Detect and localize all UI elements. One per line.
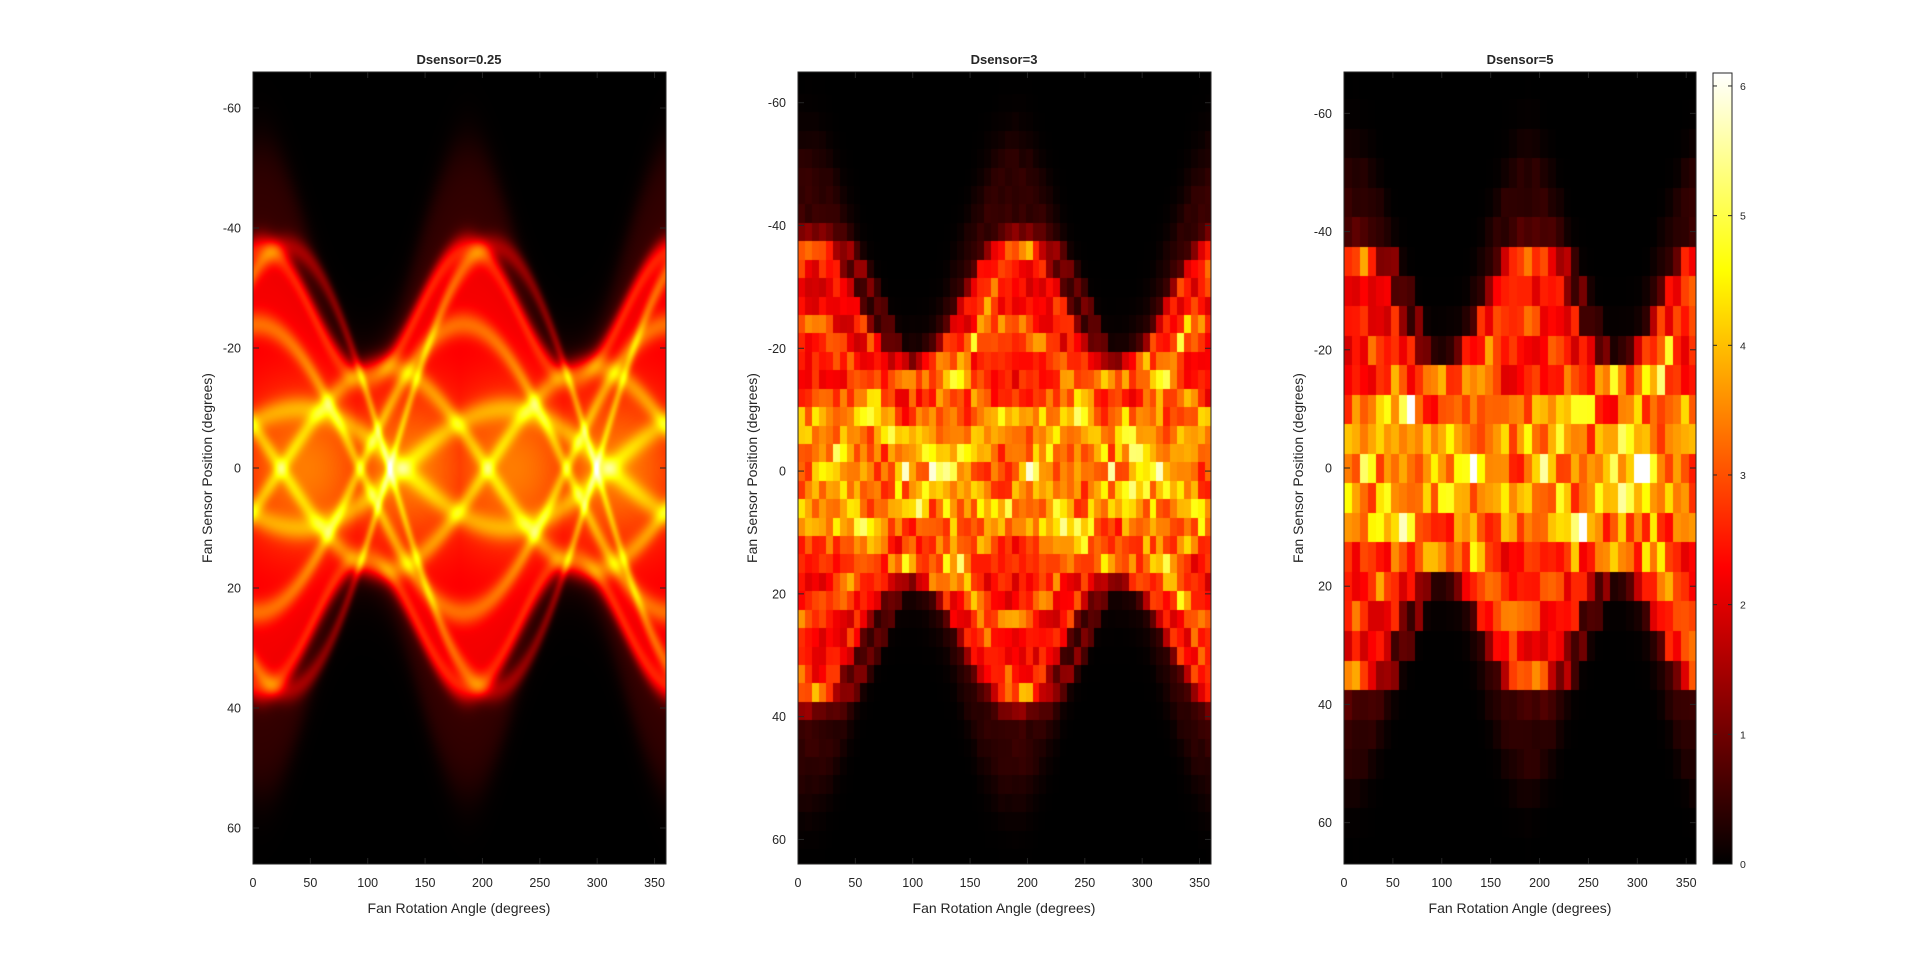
y-tick-label: 60: [227, 822, 241, 836]
panel-1: Dsensor=0.25 Fan Rotation Angle (degrees…: [199, 52, 667, 916]
y-tick-label: 40: [772, 710, 786, 724]
y-tick-label: 20: [1318, 580, 1332, 594]
colorbar: 0 1 2 3 4 5 6: [1712, 72, 1746, 871]
y-tick-label: -60: [223, 102, 241, 116]
y-axis-label: Fan Sensor Position (degrees): [1290, 373, 1306, 563]
x-tick-label: 100: [357, 876, 378, 890]
x-tick-label: 350: [1676, 876, 1697, 890]
x-tick-label: 100: [902, 876, 923, 890]
x-tick-label: 200: [472, 876, 493, 890]
colorbar-gradient: [1712, 72, 1733, 865]
x-tick-label: 0: [1341, 876, 1348, 890]
x-tick-label: 300: [587, 876, 608, 890]
colorbar-tick-label: 4: [1740, 340, 1746, 352]
x-tick-label: 0: [250, 876, 257, 890]
x-axis-label: Fan Rotation Angle (degrees): [368, 900, 551, 916]
y-tick-label: 20: [227, 582, 241, 596]
x-tick-label: 50: [303, 876, 317, 890]
panel-2: Dsensor=3 Fan Rotation Angle (degrees) F…: [744, 52, 1212, 916]
x-tick-label: 150: [1480, 876, 1501, 890]
x-tick-label: 250: [1074, 876, 1095, 890]
y-tick-label: -60: [1314, 107, 1332, 121]
x-tick-label: 200: [1017, 876, 1038, 890]
x-tick-label: 250: [1578, 876, 1599, 890]
y-tick-label: 40: [1318, 698, 1332, 712]
y-axis-label: Fan Sensor Position (degrees): [199, 373, 215, 563]
x-tick-label: 150: [960, 876, 981, 890]
y-tick-label: -20: [223, 342, 241, 356]
y-tick-label: -40: [223, 222, 241, 236]
x-tick-label: 50: [1386, 876, 1400, 890]
y-tick-label: 60: [1318, 816, 1332, 830]
x-tick-label: 150: [415, 876, 436, 890]
y-tick-label: 40: [227, 702, 241, 716]
y-tick-label: 60: [772, 833, 786, 847]
colorbar-tick-label: 1: [1740, 729, 1746, 741]
colorbar-tick-label: 3: [1740, 470, 1746, 482]
panel-title: Dsensor=5: [1487, 52, 1554, 67]
y-tick-label: 20: [772, 587, 786, 601]
panel-title: Dsensor=3: [971, 52, 1038, 67]
y-tick-label: 0: [779, 465, 786, 479]
y-tick-label: -20: [768, 342, 786, 356]
x-tick-label: 200: [1529, 876, 1550, 890]
x-tick-label: 250: [529, 876, 550, 890]
colorbar-tick-label: 0: [1740, 859, 1746, 871]
y-tick-label: -60: [768, 96, 786, 110]
heatmap-image: [1344, 72, 1696, 864]
colorbar-tick-label: 6: [1740, 81, 1746, 93]
y-axis-label: Fan Sensor Position (degrees): [744, 373, 760, 563]
y-tick-label: 0: [234, 462, 241, 476]
y-tick-label: -20: [1314, 343, 1332, 357]
x-axis-label: Fan Rotation Angle (degrees): [1429, 900, 1612, 916]
heatmap-image: [253, 72, 666, 864]
y-tick-label: -40: [1314, 225, 1332, 239]
y-tick-label: 0: [1325, 462, 1332, 476]
colorbar-tick-label: 5: [1740, 211, 1746, 223]
x-tick-label: 300: [1132, 876, 1153, 890]
x-tick-label: 350: [644, 876, 665, 890]
x-axis-label: Fan Rotation Angle (degrees): [913, 900, 1096, 916]
x-tick-label: 0: [795, 876, 802, 890]
panel-title: Dsensor=0.25: [417, 52, 502, 67]
x-tick-label: 350: [1189, 876, 1210, 890]
x-tick-label: 300: [1627, 876, 1648, 890]
y-tick-label: -40: [768, 219, 786, 233]
heatmap-image: [798, 72, 1211, 864]
x-tick-label: 50: [848, 876, 862, 890]
panel-3: Dsensor=5 Fan Rotation Angle (degrees) F…: [1290, 52, 1697, 916]
x-tick-label: 100: [1431, 876, 1452, 890]
axes-frame: [797, 71, 1212, 865]
colorbar-tick-label: 2: [1740, 600, 1746, 612]
